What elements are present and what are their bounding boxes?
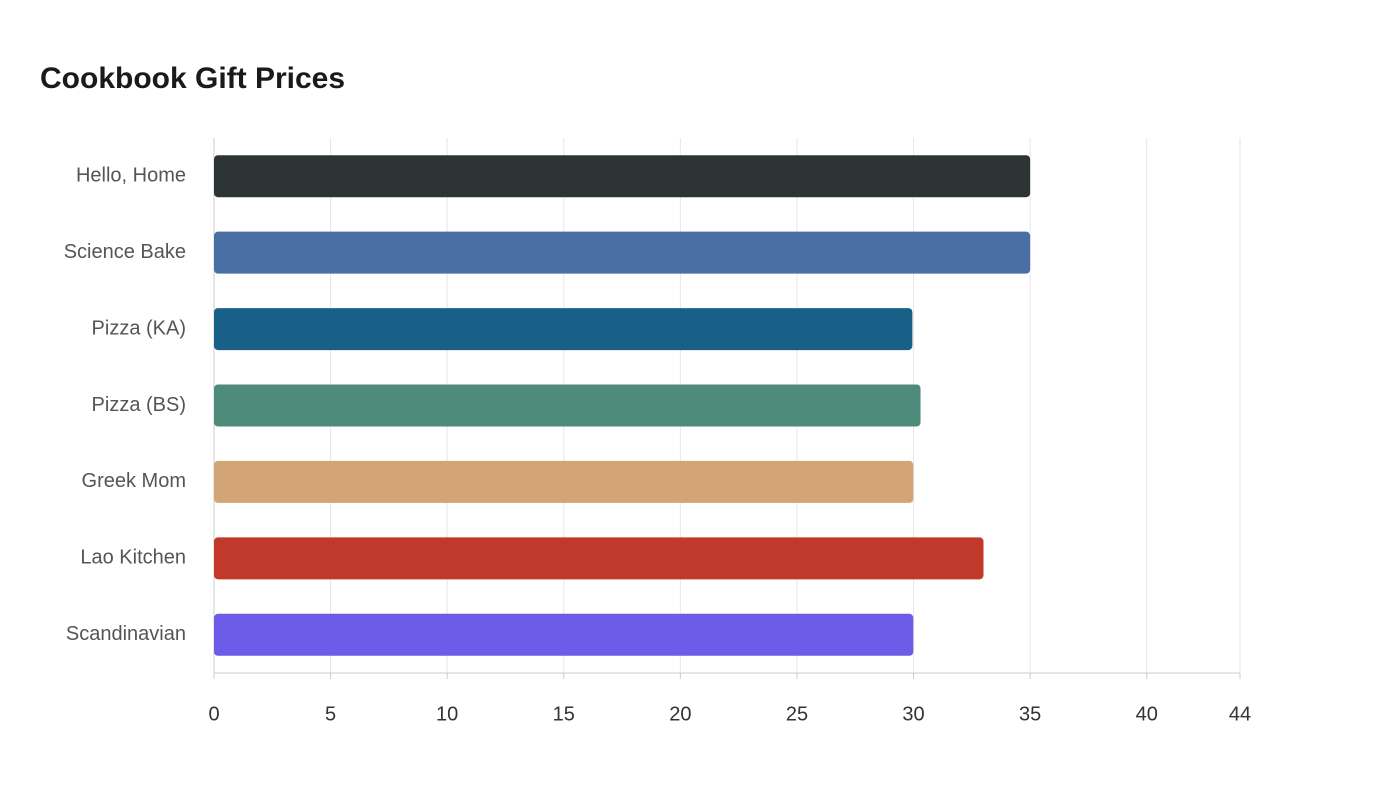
- bar: [214, 308, 913, 351]
- x-tick-label: 15: [553, 703, 575, 725]
- x-tick-label: 44: [1229, 703, 1251, 725]
- x-tick-label: 20: [669, 703, 691, 725]
- x-tick-label: 10: [436, 703, 458, 725]
- y-tick-label: Lao Kitchen: [80, 547, 186, 569]
- y-tick-label: Greek Mom: [82, 470, 186, 492]
- bar: [214, 384, 921, 427]
- x-tick-label: 35: [1019, 703, 1041, 725]
- x-tick-label: 5: [325, 703, 336, 725]
- y-tick-label: Scandinavian: [66, 623, 186, 645]
- x-tick-label: 30: [902, 703, 924, 725]
- x-tick-label: 40: [1136, 703, 1158, 725]
- bar: [214, 537, 984, 580]
- x-tick-label: 0: [208, 703, 219, 725]
- y-tick-label: Pizza (KA): [92, 317, 186, 339]
- chart-title: Cookbook Gift Prices: [40, 62, 345, 95]
- bar: [214, 460, 914, 503]
- y-tick-label: Pizza (BS): [92, 394, 186, 416]
- bar: [214, 155, 1031, 198]
- y-tick-label: Hello, Home: [76, 164, 186, 186]
- bar: [214, 231, 1031, 274]
- bar: [214, 613, 914, 656]
- x-tick-label: 25: [786, 703, 808, 725]
- y-tick-label: Science Bake: [64, 241, 186, 263]
